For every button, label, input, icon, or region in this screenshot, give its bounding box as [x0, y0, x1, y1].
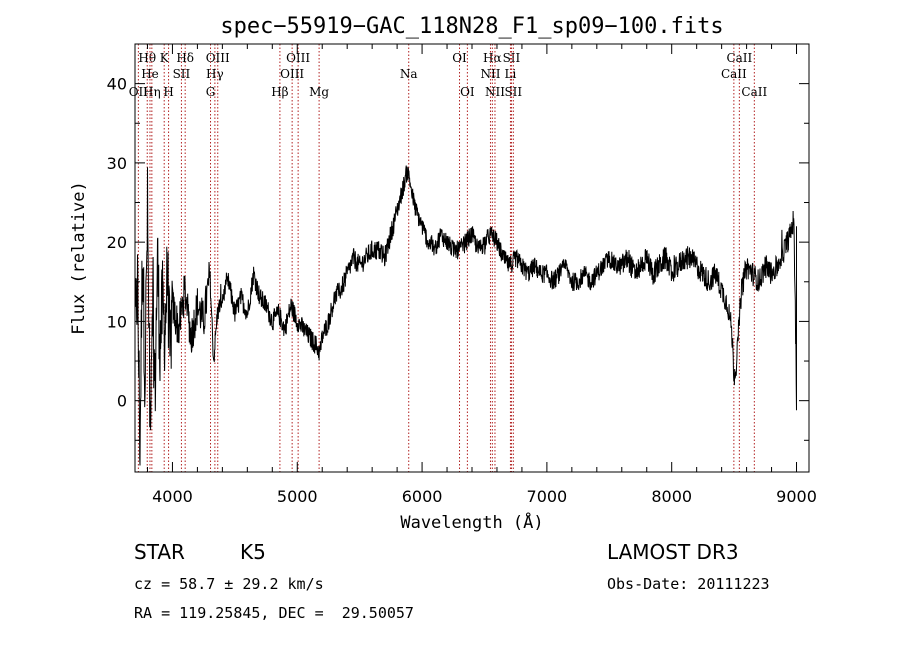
spectral-line-label: Na	[400, 67, 418, 81]
spectral-line-label: SII	[173, 67, 191, 81]
y-axis-label: Flux (relative)	[69, 181, 89, 335]
spectral-line-label: Hδ	[176, 51, 194, 65]
y-tick-label: 10	[107, 312, 127, 331]
spectral-line-label: NII	[485, 85, 505, 99]
coordinates: RA = 119.25845, DEC = 29.50057	[134, 604, 414, 622]
y-tick-label: 0	[117, 392, 127, 411]
x-tick-label: 4000	[152, 487, 193, 506]
series-line-flux	[134, 165, 797, 466]
spectral-line-label: K	[160, 51, 170, 65]
x-tick-label: 9000	[776, 487, 817, 506]
spectral-line-label: Mg	[309, 85, 329, 99]
spectral-line-label: CaII	[721, 67, 747, 81]
y-tick-label: 30	[107, 154, 127, 173]
redshift-cz: cz = 58.7 ± 29.2 km/s	[134, 575, 324, 593]
spectral-line-label: OI	[460, 85, 475, 99]
object-subclass: K5	[240, 540, 266, 564]
object-class: STAR	[134, 540, 185, 564]
y-tick-label: 20	[107, 233, 127, 252]
spectral-line-label: NII	[480, 67, 500, 81]
spectral-line-label: Li	[505, 67, 517, 81]
spectral-line-label: He	[141, 67, 159, 81]
axis-ticks: 4000 5000 6000 7000 8000 9000 0 10 20 30 40	[107, 43, 817, 506]
spectral-line-label: OIII	[286, 51, 310, 65]
x-tick-label: 7000	[527, 487, 568, 506]
spectral-line-label: OII	[129, 85, 149, 99]
spectral-line-label: SII	[504, 85, 522, 99]
survey-name: LAMOST DR3	[607, 540, 739, 564]
spectral-line-label: Hα	[483, 51, 502, 65]
chart-title: spec−55919−GAC_118N28_F1_sp09−100.fits	[220, 14, 723, 39]
spectrum-plot: spec−55919−GAC_118N28_F1_sp09−100.fits O…	[69, 14, 817, 533]
spectral-line-label: Hη	[143, 85, 161, 99]
spectral-line-label: OI	[452, 51, 467, 65]
x-tick-label: 5000	[277, 487, 318, 506]
spectral-line-label: Hγ	[206, 67, 224, 81]
x-tick-label: 6000	[402, 487, 443, 506]
spectral-line-label: OIII	[206, 51, 230, 65]
spectral-line-label: CaII	[741, 85, 767, 99]
obs-date: Obs-Date: 20111223	[607, 575, 770, 593]
x-axis-label: Wavelength (Å)	[400, 511, 543, 533]
spectral-line-label: Hθ	[138, 51, 156, 65]
spectral-line-label: H	[163, 85, 173, 99]
spectral-line-label: OIII	[280, 67, 304, 81]
x-tick-label: 8000	[651, 487, 692, 506]
spectral-line-label: SII	[503, 51, 521, 65]
spectral-line-label: CaII	[726, 51, 752, 65]
plot-frame	[134, 43, 810, 473]
spectral-line-label: G	[206, 85, 216, 99]
y-tick-label: 40	[107, 75, 127, 94]
spectral-line-label: Hβ	[271, 85, 288, 99]
